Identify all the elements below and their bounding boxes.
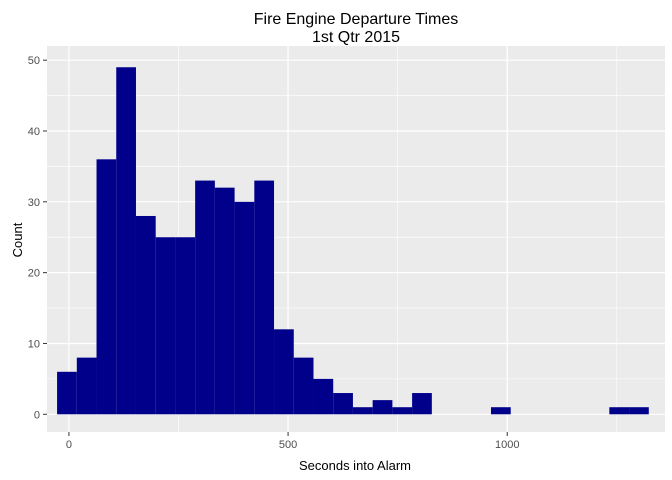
histogram-bar [293,357,314,415]
histogram-bar [155,237,176,415]
axis-ticks: 0 500 1000 0 10 20 30 40 50 [28,55,520,451]
histogram-bar [333,393,353,415]
y-tick-label: 10 [28,338,40,350]
x-tick-label: 0 [66,439,72,451]
histogram-bar [629,407,649,415]
histogram-bar [392,407,413,415]
histogram-bar [254,180,275,415]
histogram-bar [274,329,294,415]
histogram-bars [57,67,649,415]
chart-title: Fire Engine Departure Times [254,11,459,28]
y-tick-label: 40 [28,126,40,138]
histogram-bar [195,180,215,415]
y-tick-label: 20 [28,268,40,280]
histogram-bar [76,357,97,415]
x-tick-label: 500 [279,439,297,451]
chart-subtitle: 1st Qtr 2015 [312,29,400,46]
histogram-bar [175,237,196,415]
histogram-bar [214,187,235,415]
y-tick-label: 50 [28,55,40,67]
histogram-bar [234,201,255,415]
y-axis-label: Count [10,222,25,257]
histogram-bar [412,393,432,415]
histogram-bar [490,407,511,415]
histogram-bar [313,378,334,415]
histogram-bar [96,159,117,415]
histogram-bar [372,400,393,415]
y-tick-label: 0 [34,409,40,421]
histogram-bar [135,215,156,415]
histogram-bar [116,67,136,415]
y-tick-label: 30 [28,197,40,209]
histogram-bar [609,407,630,415]
x-axis-label: Seconds into Alarm [299,458,411,473]
x-tick-label: 1000 [495,439,519,451]
histogram-bar [352,407,373,415]
histogram-bar [57,371,77,415]
